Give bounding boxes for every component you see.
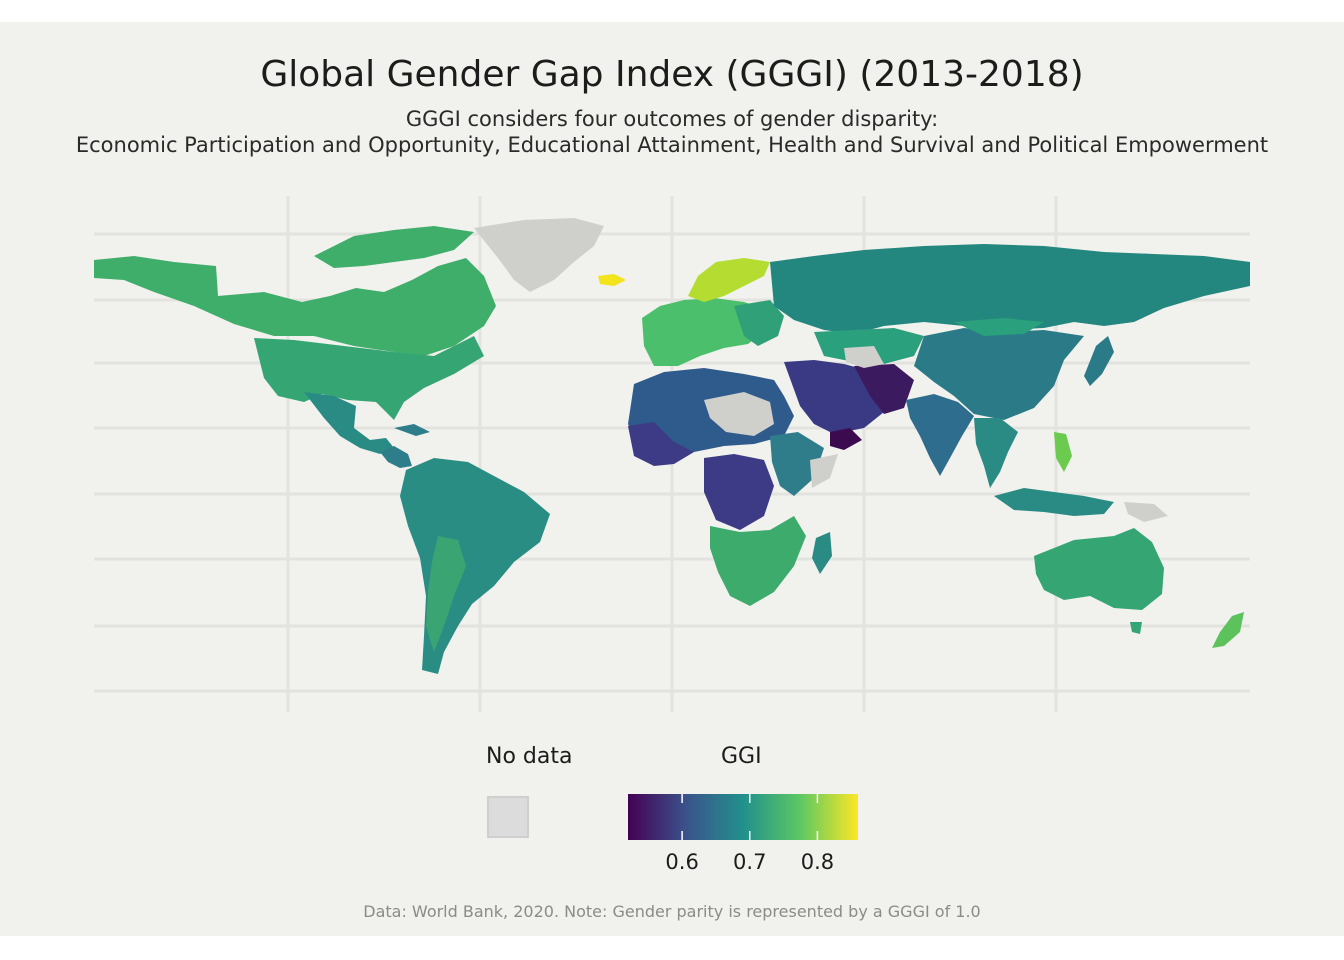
legend-colorbar: [628, 794, 858, 840]
region-central-america: [380, 446, 412, 468]
region-indonesia: [994, 488, 1114, 516]
region-sahara-nodata: [704, 392, 774, 436]
region-afghanistan: [844, 346, 884, 368]
map-caption: Data: World Bank, 2020. Note: Gender par…: [363, 902, 981, 921]
region-west-africa: [628, 422, 694, 466]
region-united-states: [254, 336, 484, 420]
region-scandinavia: [688, 258, 770, 302]
region-southeast-asia: [974, 418, 1018, 488]
region-europe: [642, 298, 766, 366]
colorbar-tick-label: 0.8: [800, 850, 835, 874]
region-south-america: [400, 458, 550, 674]
region-australia: [1034, 528, 1164, 610]
region-japan: [1084, 336, 1114, 386]
region-iceland: [598, 274, 626, 286]
region-philippines: [1054, 432, 1072, 472]
region-north-america: [94, 256, 496, 356]
map-subtitle-line-1: GGGI considers four outcomes of gender d…: [405, 107, 939, 131]
region-new-zealand: [1212, 612, 1244, 648]
map-subtitle-line-2: Economic Participation and Opportunity, …: [75, 133, 1269, 157]
world-choropleth-map: [94, 196, 1250, 712]
colorbar-tick-label: 0.6: [665, 850, 699, 874]
region-kazakhstan: [814, 328, 924, 364]
region-russia: [770, 244, 1250, 334]
region-madagascar: [812, 532, 832, 574]
colorbar-tick-label: 0.7: [733, 850, 767, 874]
legend-no-data-title: No data: [486, 744, 573, 769]
region-cuba: [394, 424, 430, 436]
region-mongolia: [954, 318, 1044, 336]
region-tasmania: [1130, 622, 1142, 634]
region-east-africa: [770, 432, 824, 496]
region-southern-africa: [710, 516, 806, 606]
region-central-africa: [704, 454, 774, 530]
region-bolivia-argentina: [426, 536, 466, 652]
region-canada-islands: [314, 226, 474, 268]
region-yemen: [830, 428, 862, 450]
region-iran-pakistan: [854, 364, 914, 414]
region-eastern-europe: [734, 300, 784, 346]
region-greenland: [474, 218, 604, 292]
region-china: [914, 328, 1084, 420]
region-india: [906, 394, 974, 476]
legend-no-data-swatch: [487, 796, 529, 838]
region-papua: [1124, 502, 1168, 522]
map-title: Global Gender Gap Index (GGGI) (2013-201…: [260, 54, 1084, 95]
region-mexico: [304, 392, 394, 454]
legend-scale-title: GGI: [721, 744, 762, 769]
region-horn-nodata: [810, 454, 838, 488]
